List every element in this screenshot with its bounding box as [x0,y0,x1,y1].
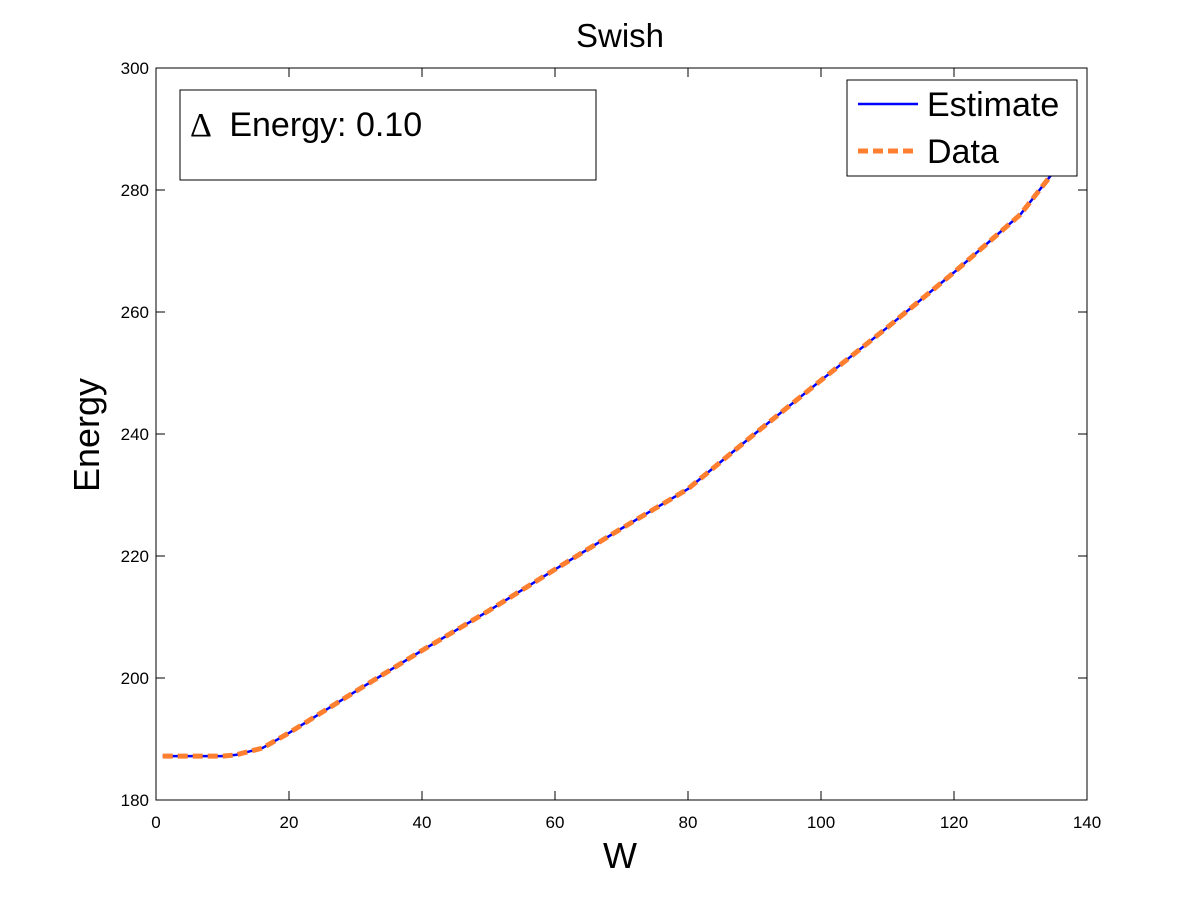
y-tick-label: 180 [121,791,149,810]
y-tick-label: 260 [121,303,149,322]
x-tick-label: 120 [940,813,968,832]
x-tick-label: 100 [807,813,835,832]
y-axis-label: Energy [66,378,107,492]
chart-title: Swish [576,17,664,54]
legend-label-data: Data [927,133,999,171]
x-tick-label: 40 [413,813,432,832]
annotation-value: Energy: 0.10 [229,106,422,144]
annotation-box: Δ Energy: 0.10 [179,89,597,181]
y-tick-label: 200 [121,669,149,688]
annotation-frame [179,89,597,181]
x-tick-label: 60 [546,813,565,832]
x-tick-label: 0 [151,813,160,832]
plot-area [162,170,1056,759]
y-tick-label: 300 [121,59,149,78]
x-tick-label: 140 [1073,813,1101,832]
x-tick-label: 80 [679,813,698,832]
axes: 0 20 40 60 80 100 120 140 180 200 220 240 260 280 300 [121,59,1102,832]
x-tick-label: 20 [280,813,299,832]
y-tick-label: 240 [121,425,149,444]
x-axis-label: W [603,835,637,876]
y-tick-label: 280 [121,181,149,200]
series-line-data [162,170,1056,759]
annotation-text: Δ Energy: 0.10 [190,106,422,144]
legend: Estimate Data [846,79,1078,177]
legend-frame [846,79,1078,177]
legend-label-estimate: Estimate [927,86,1059,124]
y-tick-label: 220 [121,547,149,566]
delta-symbol: Δ [190,107,212,144]
